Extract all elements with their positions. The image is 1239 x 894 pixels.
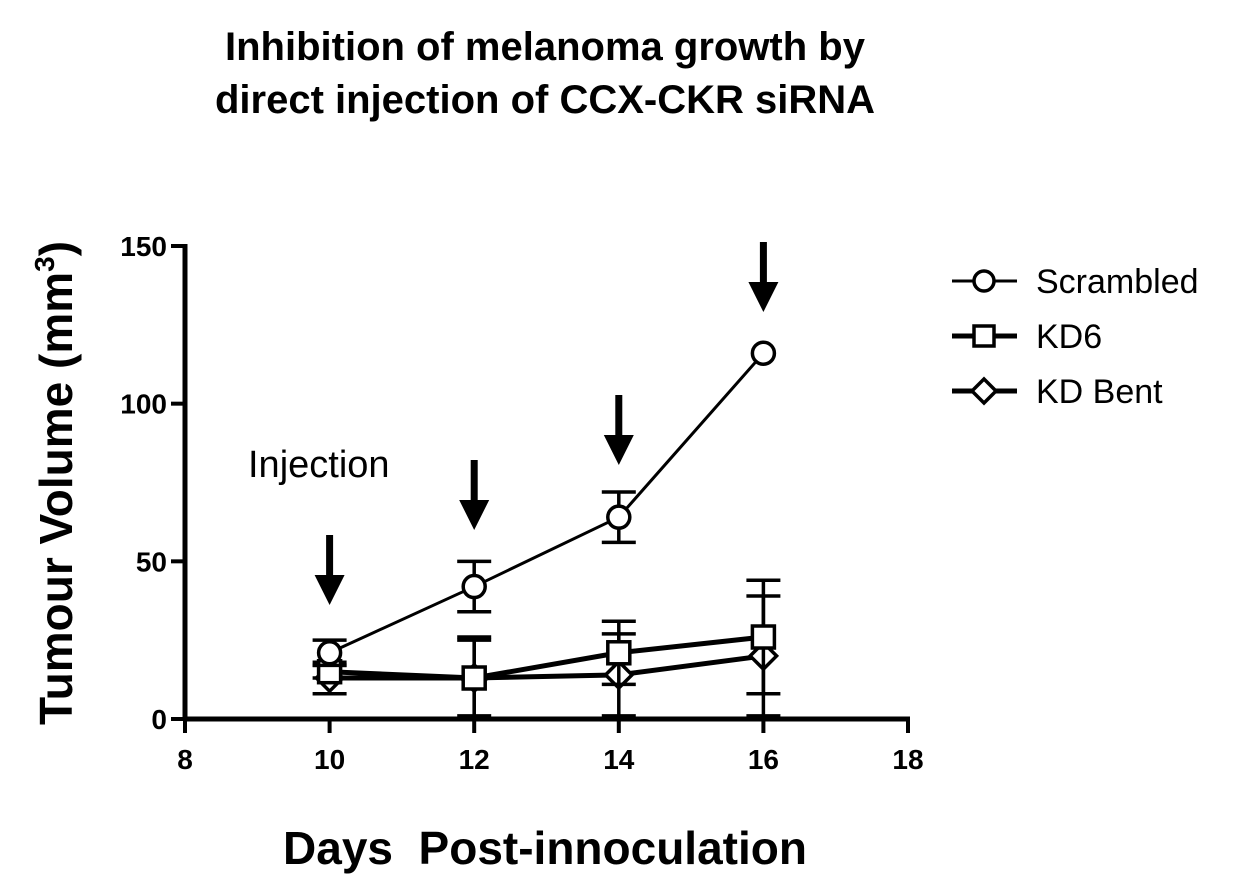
injection-arrows [314,242,779,605]
data-point [606,640,632,666]
legend-marker [972,269,996,293]
legend-label: KD6 [1036,318,1102,356]
x-tick-label: 10 [314,744,345,775]
injection-arrow [459,460,490,530]
chart-title-line-1: Inhibition of melanoma growth by [225,25,866,69]
x-tick-labels: 8 10 12 14 16 18 [177,744,923,775]
legend-item-kd-bent: KD Bent [952,373,1163,411]
x-axis-title: Days Post-innoculation [283,822,807,874]
y-tick-label: 150 [120,231,167,262]
data-point [606,504,632,530]
chart-title-line-2: direct injection of CCX-CKR siRNA [215,78,875,122]
legend: Scrambled KD6 KD Bent [952,263,1199,411]
y-tick-labels: 0 50 100 150 [120,231,167,735]
data-point [461,573,487,600]
series-kd6 [312,578,781,718]
data-point [750,340,777,366]
arrow-head [314,575,345,605]
y-tick-label: 50 [136,546,167,577]
data-point [750,624,777,650]
y-tick-label: 100 [120,389,167,420]
legend-label: KD Bent [1036,373,1163,411]
arrow-head [459,500,490,530]
legend-marker [969,376,999,406]
legend-item-kd6: KD6 [952,318,1102,356]
y-axis-title-main: Tumour Volume (mm [30,272,82,725]
data-point [461,665,487,691]
x-tick-label: 16 [748,744,779,775]
legend-label: Scrambled [1036,263,1199,301]
legend-item-scrambled: Scrambled [952,263,1199,301]
data-point [316,640,343,666]
axes [171,244,910,733]
y-axis-title-close: ) [30,241,82,256]
x-tick-label: 14 [603,744,635,775]
injection-arrow [603,395,634,465]
series-scrambled [312,340,777,668]
series-line [328,352,765,655]
x-tick-label: 8 [177,744,193,775]
y-axis-title: Tumour Volume (mm3) [29,241,82,725]
injection-arrow [314,535,345,605]
data-series [312,340,781,721]
arrow-head [603,435,634,465]
series-line [329,634,764,681]
y-axis-title-superscript: 3 [29,256,60,272]
injection-label: Injection [248,444,390,486]
series-kd-bent [312,594,781,721]
series-line [329,653,764,681]
legend-marker [972,324,996,348]
y-tick-label: 0 [151,704,167,735]
injection-arrow [748,242,779,312]
arrow-head [748,282,779,312]
x-tick-label: 18 [892,744,923,775]
x-tick-label: 12 [459,744,490,775]
